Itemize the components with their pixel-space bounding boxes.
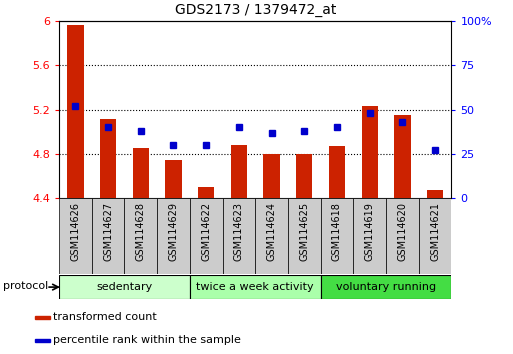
Bar bbox=[321, 198, 353, 274]
Text: voluntary running: voluntary running bbox=[336, 282, 436, 292]
Text: protocol: protocol bbox=[3, 281, 48, 291]
Text: GSM114628: GSM114628 bbox=[136, 202, 146, 261]
Bar bbox=[190, 198, 223, 274]
Bar bbox=[59, 275, 190, 299]
Bar bbox=[427, 190, 443, 198]
Text: GSM114622: GSM114622 bbox=[201, 202, 211, 261]
Text: percentile rank within the sample: percentile rank within the sample bbox=[53, 335, 241, 346]
Text: GSM114629: GSM114629 bbox=[168, 202, 179, 261]
Bar bbox=[353, 198, 386, 274]
Bar bbox=[35, 339, 50, 342]
Bar bbox=[255, 198, 288, 274]
Bar bbox=[35, 316, 50, 319]
Text: GSM114620: GSM114620 bbox=[398, 202, 407, 261]
Bar bbox=[263, 154, 280, 198]
Bar bbox=[321, 275, 451, 299]
Bar bbox=[394, 115, 410, 198]
Bar bbox=[296, 154, 312, 198]
Bar bbox=[92, 198, 125, 274]
Bar bbox=[231, 145, 247, 198]
Bar bbox=[198, 187, 214, 198]
Text: GSM114624: GSM114624 bbox=[267, 202, 277, 261]
Bar bbox=[67, 24, 84, 198]
Text: GSM114626: GSM114626 bbox=[70, 202, 81, 261]
Text: sedentary: sedentary bbox=[96, 282, 152, 292]
Bar bbox=[190, 275, 321, 299]
Bar bbox=[100, 119, 116, 198]
Bar bbox=[419, 198, 451, 274]
Text: twice a week activity: twice a week activity bbox=[196, 282, 314, 292]
Text: GSM114625: GSM114625 bbox=[299, 202, 309, 261]
Bar bbox=[157, 198, 190, 274]
Text: GSM114627: GSM114627 bbox=[103, 202, 113, 261]
Text: transformed count: transformed count bbox=[53, 312, 156, 322]
Text: GSM114621: GSM114621 bbox=[430, 202, 440, 261]
Bar bbox=[362, 107, 378, 198]
Bar bbox=[165, 160, 182, 198]
Text: GSM114618: GSM114618 bbox=[332, 202, 342, 261]
Bar bbox=[386, 198, 419, 274]
Text: GSM114623: GSM114623 bbox=[234, 202, 244, 261]
Bar bbox=[223, 198, 255, 274]
Bar bbox=[329, 146, 345, 198]
Bar bbox=[124, 198, 157, 274]
Text: GSM114619: GSM114619 bbox=[365, 202, 374, 261]
Bar bbox=[59, 198, 92, 274]
Bar bbox=[288, 198, 321, 274]
Bar bbox=[132, 148, 149, 198]
Title: GDS2173 / 1379472_at: GDS2173 / 1379472_at bbox=[174, 4, 336, 17]
